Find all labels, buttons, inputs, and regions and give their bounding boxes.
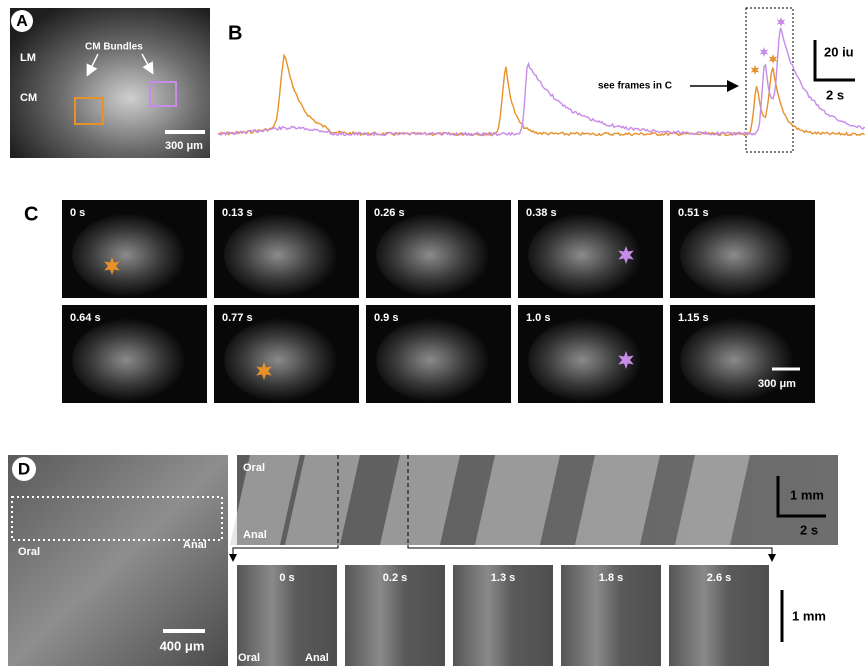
trace: [218, 28, 865, 136]
scale-label: 1 mm: [792, 608, 826, 623]
frame-time: 0 s: [70, 207, 85, 219]
panel-d: D Oral Anal 400 μm Oral Anal 1 mm 2 s 1 …: [8, 455, 838, 666]
annotation: see frames in C: [598, 81, 672, 92]
panel-a: A LM CM CM Bundles 300 μm: [10, 8, 210, 158]
frame-time: 1.3 s: [491, 572, 515, 584]
scale-label: 300 μm: [165, 140, 203, 152]
scale-label: 1 mm: [790, 487, 824, 502]
panel-label: D: [18, 459, 30, 478]
orientation-label: Oral: [18, 546, 40, 558]
frame-box: [746, 8, 793, 152]
frame-time: 0 s: [279, 572, 294, 584]
layer-label: CM: [20, 92, 37, 104]
scale-label: 2 s: [826, 87, 844, 102]
orientation-label: Oral: [238, 652, 260, 664]
image: [10, 8, 210, 158]
frame-time: 0.26 s: [374, 207, 405, 219]
tissue: [376, 318, 496, 402]
frame-time: 0.64 s: [70, 312, 101, 324]
trace: [218, 55, 865, 135]
tissue: [72, 213, 192, 297]
tissue: [376, 213, 496, 297]
frame-time: 0.9 s: [374, 312, 398, 324]
frame-time: 0.2 s: [383, 572, 407, 584]
tissue: [224, 318, 344, 402]
tissue: [72, 318, 192, 402]
frame-time: 2.6 s: [707, 572, 731, 584]
image: [8, 455, 228, 666]
star-marker: [760, 47, 769, 57]
orientation-label: Anal: [183, 539, 207, 551]
frame-time: 0.13 s: [222, 207, 253, 219]
annotation: CM Bundles: [85, 42, 143, 53]
star-marker: [769, 54, 778, 64]
tissue: [680, 213, 800, 297]
scale-label: 400 μm: [160, 638, 205, 653]
layer-label: LM: [20, 52, 36, 64]
panel-label: B: [228, 22, 242, 44]
frame-time: 1.0 s: [526, 312, 550, 324]
scale-label: 300 μm: [758, 378, 796, 390]
bracket: [233, 545, 338, 560]
figure: A LM CM CM Bundles 300 μm B see frames i…: [0, 0, 867, 666]
orientation-label: Anal: [243, 529, 267, 541]
panel-b: B see frames in C 20 iu 2 s: [218, 8, 865, 152]
panel-c: C 0 s 0.13 s 0.26 s 0.38 s 0.51 s 0.64 s 0.77 …: [24, 200, 815, 403]
panel-label: A: [16, 13, 28, 30]
orientation-label: Anal: [305, 652, 329, 664]
tissue: [224, 213, 344, 297]
scale-label: 20 iu: [824, 44, 854, 59]
star-marker: [777, 17, 786, 27]
scale-label: 2 s: [800, 522, 818, 537]
frame-time: 1.8 s: [599, 572, 623, 584]
star-marker: [751, 65, 760, 75]
orientation-label: Oral: [243, 462, 265, 474]
page: {"panel_a": {"label": "A", "layers": ["L…: [0, 0, 867, 666]
bracket: [408, 545, 772, 560]
frame-time: 1.15 s: [678, 312, 709, 324]
frame-time: 0.77 s: [222, 312, 253, 324]
frame-time: 0.38 s: [526, 207, 557, 219]
panel-label: C: [24, 203, 38, 225]
frame-time: 0.51 s: [678, 207, 709, 219]
